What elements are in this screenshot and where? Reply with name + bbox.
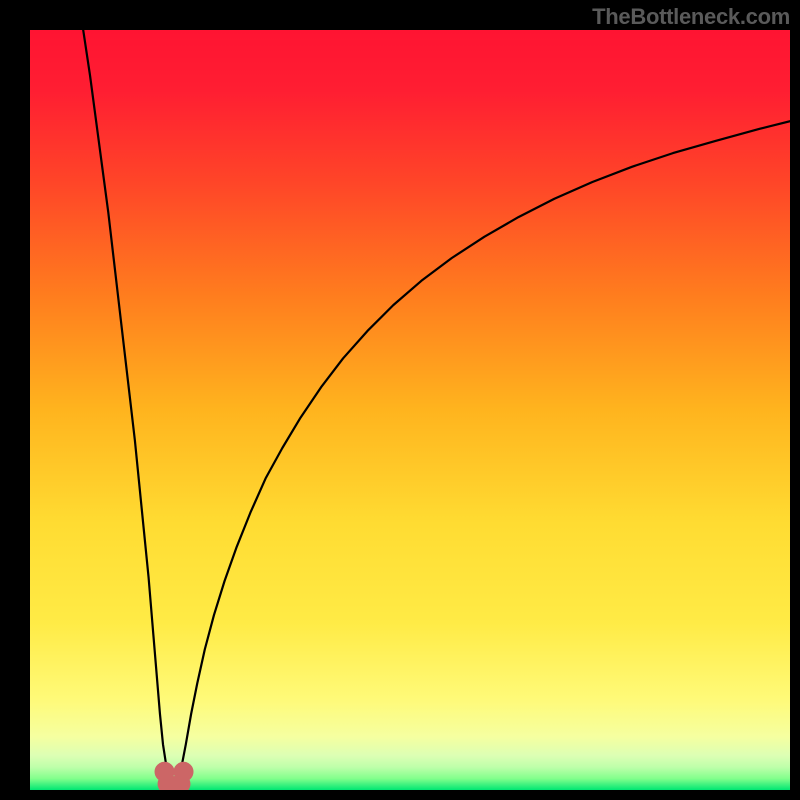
plot-area [30,30,790,790]
optimal-marker [175,763,193,781]
watermark-text: TheBottleneck.com [592,4,790,30]
chart-frame: TheBottleneck.com [0,0,800,800]
chart-svg [30,30,790,790]
chart-background [30,30,790,790]
